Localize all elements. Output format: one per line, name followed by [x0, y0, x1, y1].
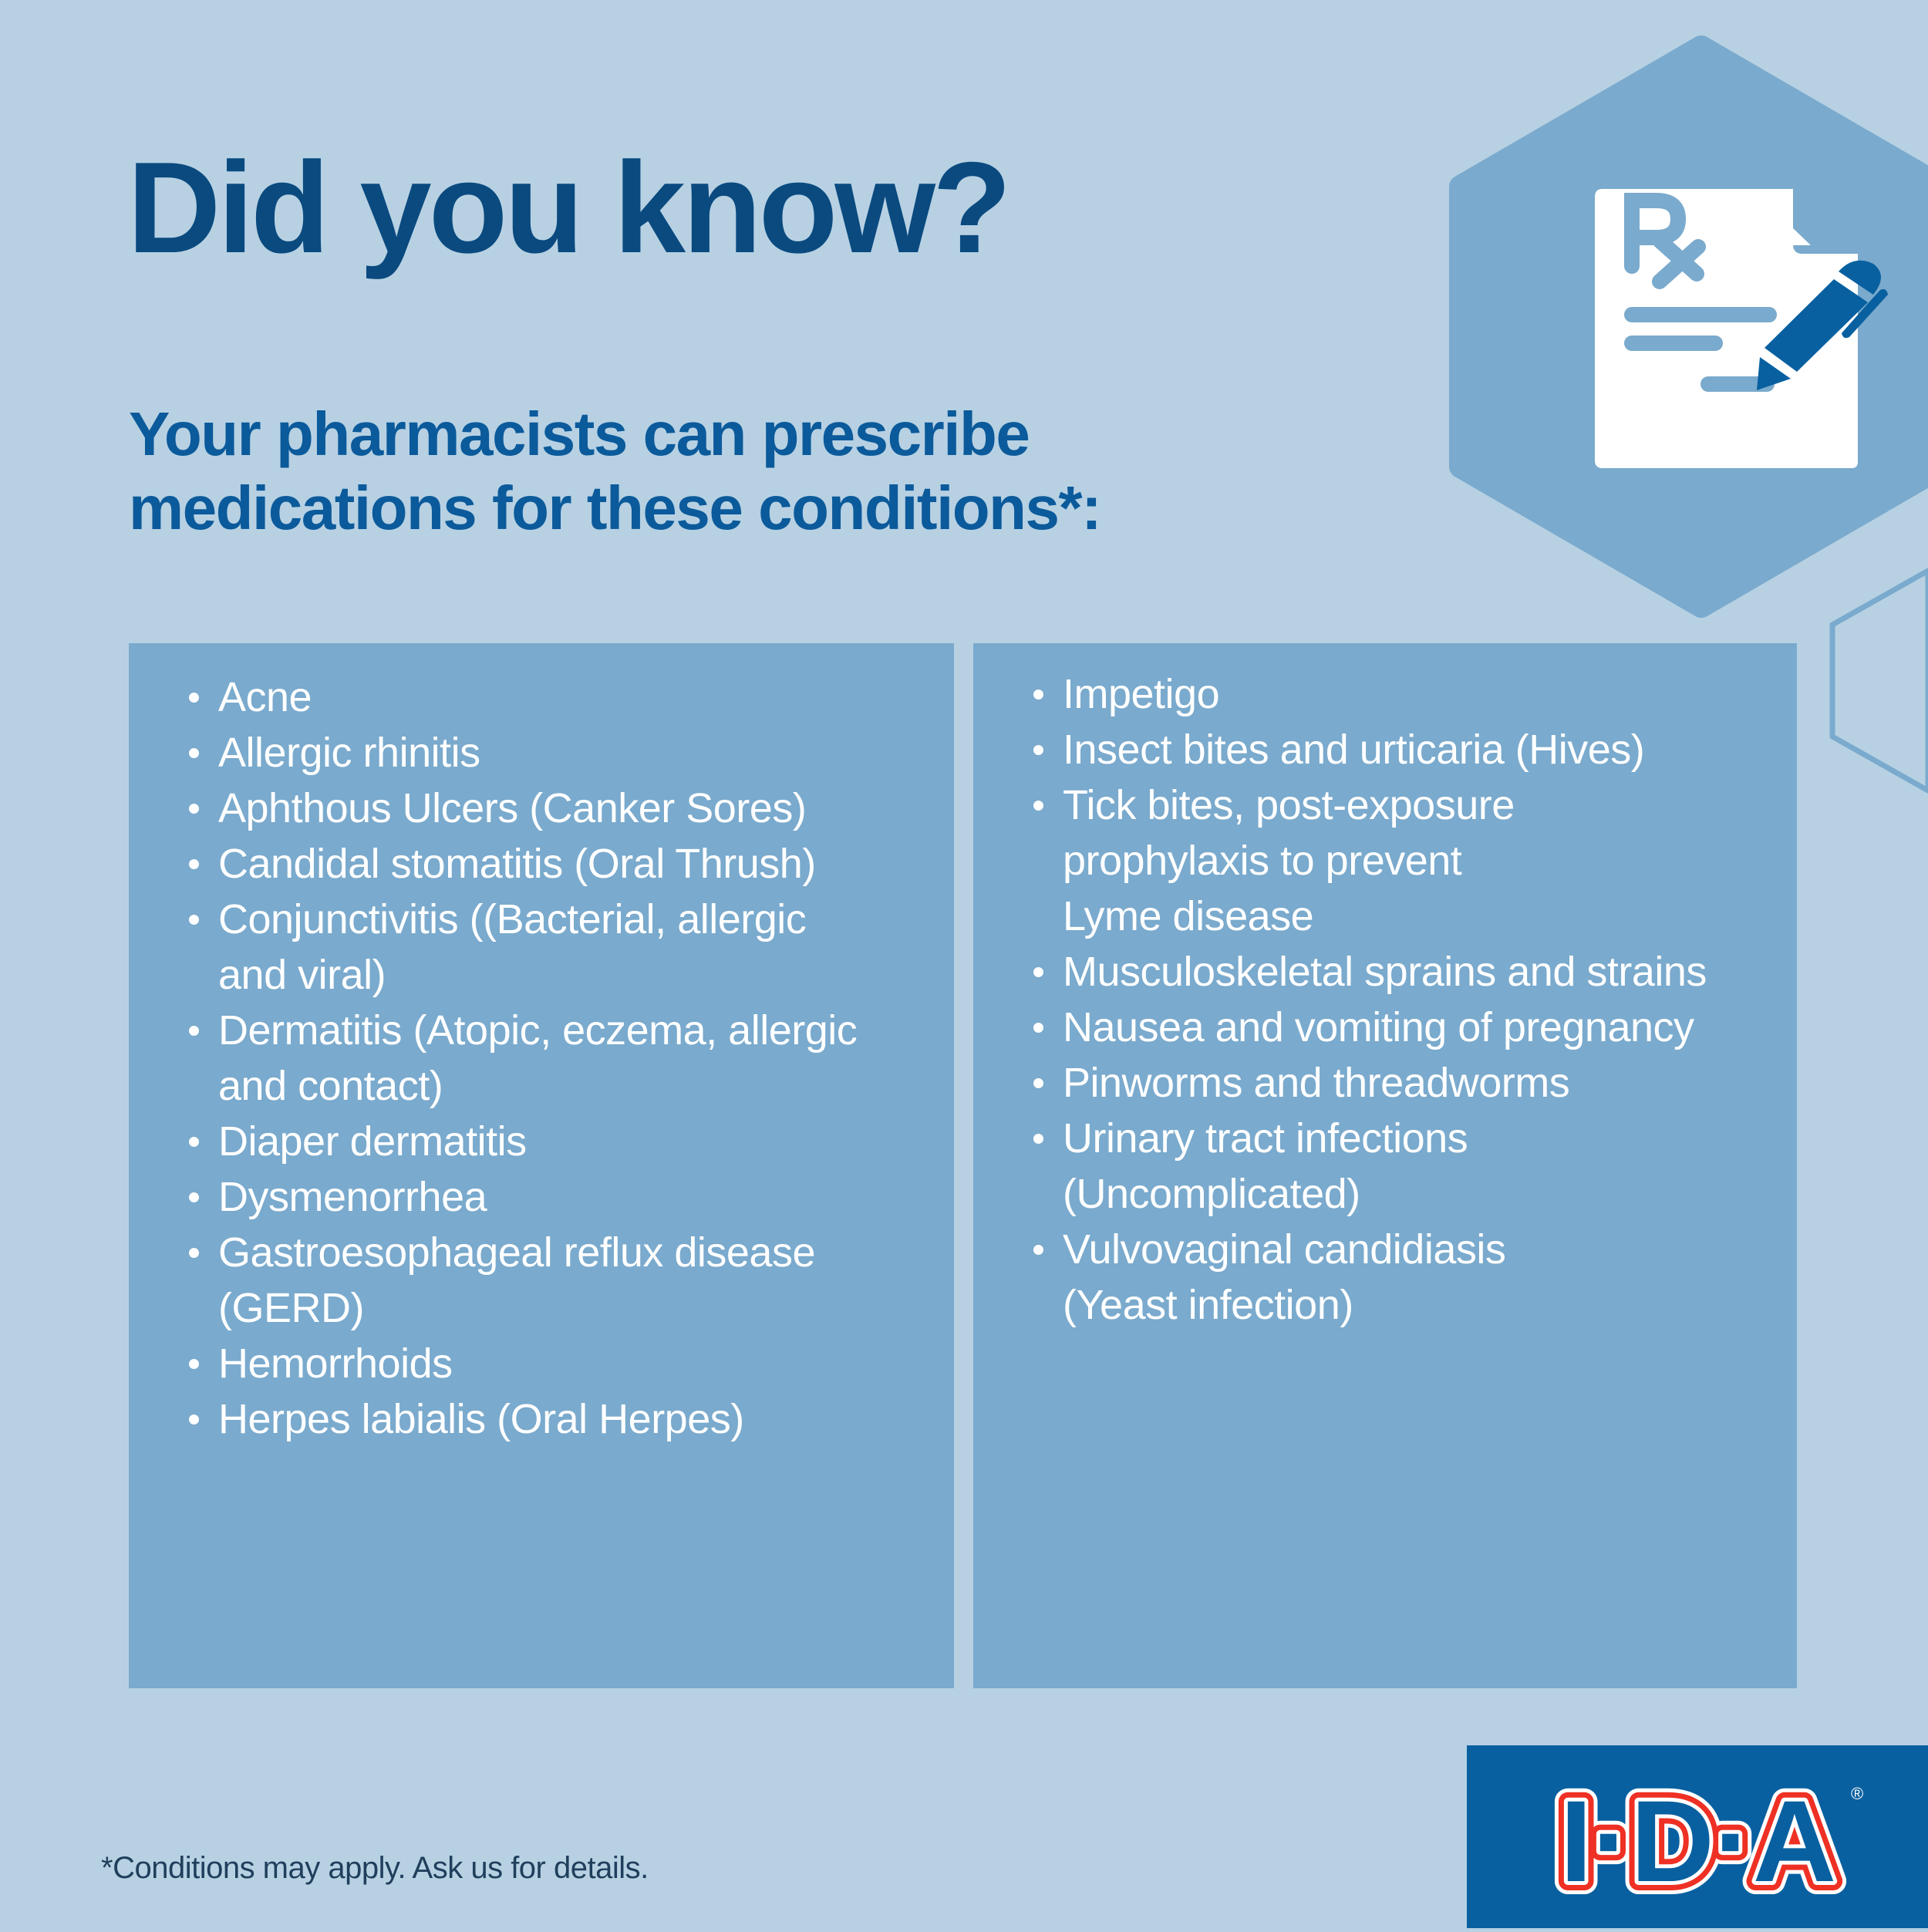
condition-text: (Uncomplicated): [1063, 1171, 1360, 1217]
condition-text: Aphthous Ulcers (Canker Sores): [218, 785, 807, 831]
condition-item: Nausea and vomiting of pregnancy: [1033, 1000, 1707, 1055]
prescription-document-pen-icon: [1595, 189, 1888, 468]
condition-text: and viral): [218, 952, 386, 998]
condition-item: Herpes labialis (Oral Herpes): [189, 1391, 857, 1447]
condition-item: Dermatitis (Atopic, eczema, allergic and …: [189, 1003, 858, 1114]
condition-text: Allergic rhinitis: [218, 730, 480, 776]
svg-text:I·D·A: I·D·A: [1560, 1776, 1836, 1906]
footnote: *Conditions may apply. Ask us for detail…: [101, 1851, 649, 1885]
ida-logo-mark: I·D·A I·D·A I·D·A I·D·A ®: [1547, 1763, 1863, 1919]
condition-text: Conjunctivitis ((Bacterial, allergic: [218, 896, 807, 942]
condition-text: Herpes labialis (Oral Herpes): [218, 1396, 744, 1442]
condition-item: Tick bites, post-exposure prophylaxis to …: [1033, 777, 1707, 944]
condition-text: Musculoskeletal sprains and strains: [1063, 949, 1707, 995]
registered-mark: ®: [1851, 1784, 1863, 1803]
condition-text: prophylaxis to prevent: [1063, 838, 1462, 884]
condition-text: Lyme disease: [1063, 893, 1314, 939]
condition-item: Conjunctivitis ((Bacterial, allergic and …: [189, 892, 857, 1003]
condition-item: Diaper dermatitis: [189, 1114, 857, 1169]
condition-item: Aphthous Ulcers (Canker Sores): [189, 781, 857, 836]
condition-text: Dermatitis (Atopic, eczema, allergic: [218, 1007, 858, 1054]
condition-item: Pinworms and threadworms: [1033, 1055, 1707, 1111]
conditions-panel-right: Impetigo Insect bites and urticaria (Hive…: [973, 643, 1797, 1688]
hexagon-outline: [1829, 568, 1928, 794]
conditions-list-left: Acne Allergic rhinitis Aphthous Ulcers (Ca…: [189, 669, 858, 1447]
condition-text: Nausea and vomiting of pregnancy: [1063, 1004, 1694, 1050]
condition-text: Vulvovaginal candidiasis: [1063, 1226, 1506, 1273]
condition-text: Gastroesophageal reflux disease: [218, 1229, 816, 1276]
condition-text: Dysmenorrhea: [218, 1174, 487, 1220]
svg-text:I·D·A: I·D·A: [1560, 1776, 1836, 1906]
condition-item: Insect bites and urticaria (Hives): [1033, 722, 1707, 777]
condition-text: (GERD): [218, 1285, 364, 1331]
condition-text: Urinary tract infections: [1063, 1115, 1468, 1162]
condition-text: (Yeast infection): [1063, 1282, 1353, 1328]
condition-item: Gastroesophageal reflux disease (GERD): [189, 1225, 857, 1336]
condition-text: Hemorrhoids: [218, 1340, 453, 1387]
condition-text: Acne: [218, 674, 312, 720]
condition-item: Acne: [189, 669, 857, 725]
svg-text:I·D·A: I·D·A: [1560, 1776, 1836, 1906]
subtitle: Your pharmacists can prescribe medicatio…: [129, 397, 1102, 545]
condition-text: and contact): [218, 1063, 443, 1109]
condition-item: Candidal stomatitis (Oral Thrush): [189, 836, 857, 892]
page-title: Did you know?: [127, 135, 1012, 280]
condition-item: Dysmenorrhea: [189, 1169, 857, 1225]
condition-item: Urinary tract infections (Uncomplicated): [1033, 1111, 1707, 1222]
condition-text: Diaper dermatitis: [218, 1118, 527, 1165]
condition-text: Pinworms and threadworms: [1063, 1060, 1570, 1106]
ida-logo: I·D·A I·D·A I·D·A I·D·A ®: [1467, 1745, 1928, 1928]
condition-text: Candidal stomatitis (Oral Thrush): [218, 841, 816, 887]
condition-item: Allergic rhinitis: [189, 725, 857, 781]
conditions-panel-left: Acne Allergic rhinitis Aphthous Ulcers (Ca…: [129, 643, 954, 1688]
svg-text:I·D·A: I·D·A: [1560, 1776, 1836, 1906]
condition-item: Vulvovaginal candidiasis (Yeast infection…: [1033, 1222, 1707, 1333]
condition-item: Musculoskeletal sprains and strains: [1033, 944, 1707, 1000]
condition-item: Hemorrhoids: [189, 1336, 857, 1391]
condition-text: Insect bites and urticaria (Hives): [1063, 727, 1645, 773]
condition-text: Impetigo: [1063, 671, 1220, 717]
conditions-list-right: Impetigo Insect bites and urticaria (Hive…: [1033, 666, 1707, 1333]
subtitle-line-1: Your pharmacists can prescribe: [129, 400, 1030, 468]
subtitle-line-2: medications for these conditions*:: [129, 474, 1102, 542]
condition-text: Tick bites, post-exposure: [1063, 782, 1515, 828]
condition-item: Impetigo: [1033, 666, 1707, 722]
